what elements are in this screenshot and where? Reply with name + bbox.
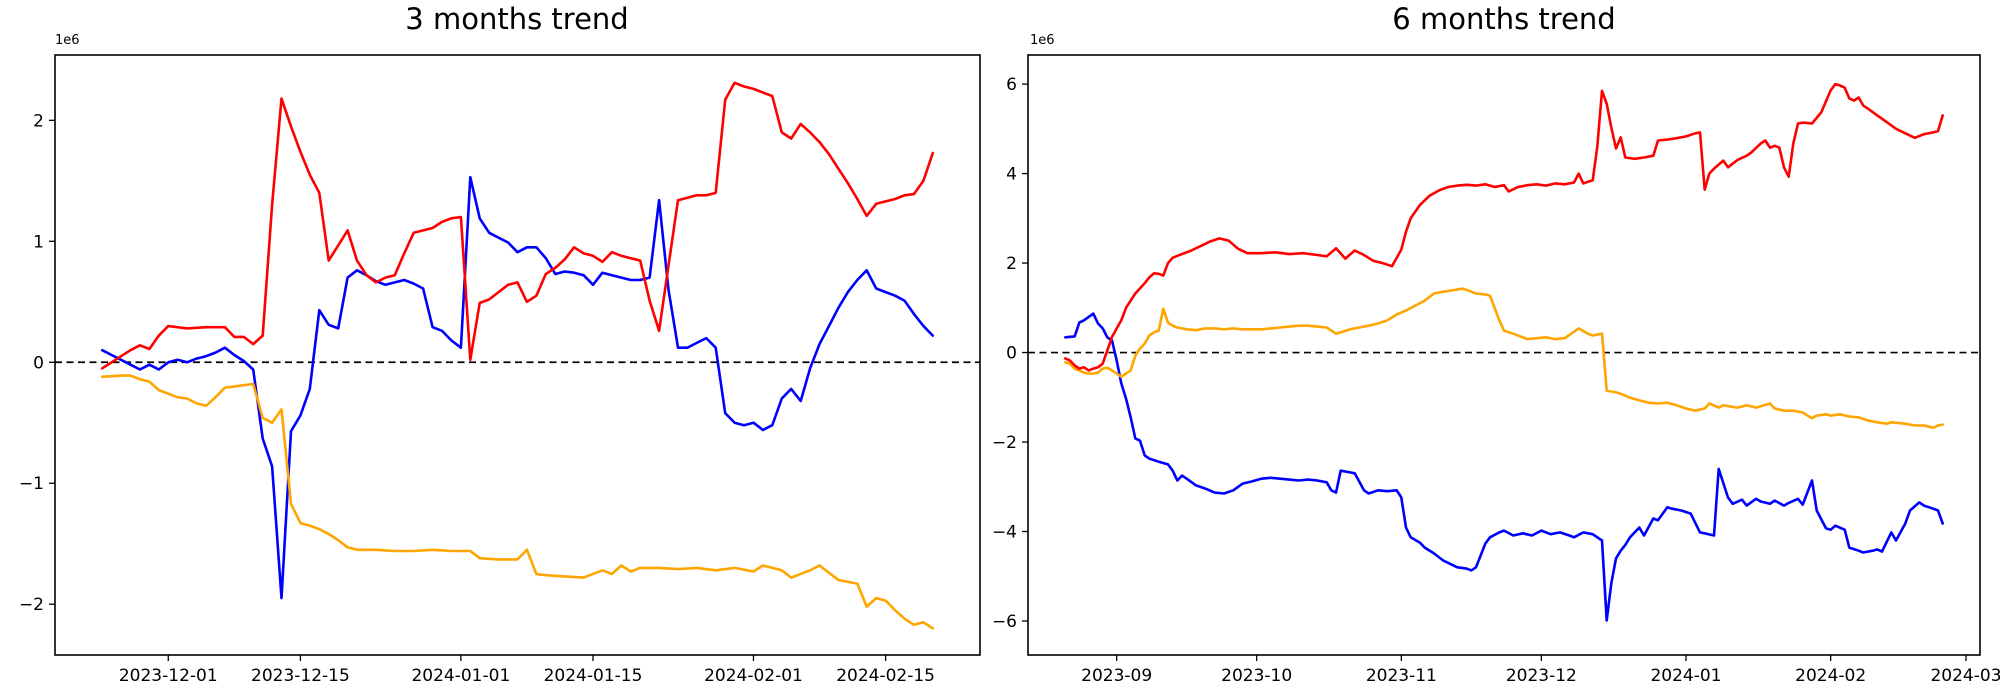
x-tick-label: 2023-09 (1081, 666, 1152, 686)
x-tick-label: 2024-01-01 (411, 666, 510, 686)
y-tick-label: −2 (992, 433, 1017, 453)
y-tick-label: 4 (1006, 165, 1017, 185)
series-line-red (100, 81, 935, 370)
x-tick-label: 2023-12-15 (251, 666, 350, 686)
x-tick-label: 2024-02 (1795, 666, 1866, 686)
series-line-blue (100, 175, 935, 600)
series-line-orange (1064, 287, 1944, 430)
y-tick-label: −4 (992, 523, 1017, 543)
chart-6-months-trend: 2023-09 2023-10 2023-11 2023-12 2024-01 2024-… (992, 54, 2000, 686)
x-tick-label: 2024-02-15 (836, 666, 935, 686)
y-tick-label: 0 (33, 353, 44, 373)
x-tick-label: 2024-03 (1930, 666, 2000, 686)
y-axis-offset-label-left: 1e6 (55, 33, 80, 48)
x-tick-label: 2024-02-01 (704, 666, 803, 686)
y-axis-offset-label-right: 1e6 (1030, 33, 1055, 48)
series-line-orange (100, 374, 935, 630)
y-tick-label: 1 (33, 232, 44, 252)
axes-frame (1027, 54, 1981, 656)
y-tick-label: 2 (1006, 254, 1017, 274)
y-tick-label: −1 (19, 474, 44, 494)
series-line-blue (1064, 312, 1944, 622)
x-tick-label: 2023-10 (1221, 666, 1292, 686)
y-tick-label: −6 (992, 612, 1017, 632)
x-tick-label: 2023-12 (1506, 666, 1577, 686)
y-tick-label: −2 (19, 595, 44, 615)
series-line-red (1064, 82, 1944, 372)
chart-3-months-trend: 2023-12-01 2023-12-15 2024-01-01 2024-01-15… (19, 54, 981, 686)
x-tick-label: 2023-11 (1366, 666, 1437, 686)
x-tick-label: 2023-12-01 (119, 666, 218, 686)
y-tick-label: 2 (33, 111, 44, 131)
x-tick-label: 2024-01-15 (544, 666, 643, 686)
chart-title-6-months: 6 months trend (1392, 2, 1616, 36)
chart-title-3-months: 3 months trend (405, 2, 629, 36)
x-tick-label: 2024-01 (1650, 666, 1721, 686)
y-tick-label: 0 (1006, 344, 1017, 364)
axes-frame (54, 54, 981, 656)
y-tick-label: 6 (1006, 75, 1017, 95)
